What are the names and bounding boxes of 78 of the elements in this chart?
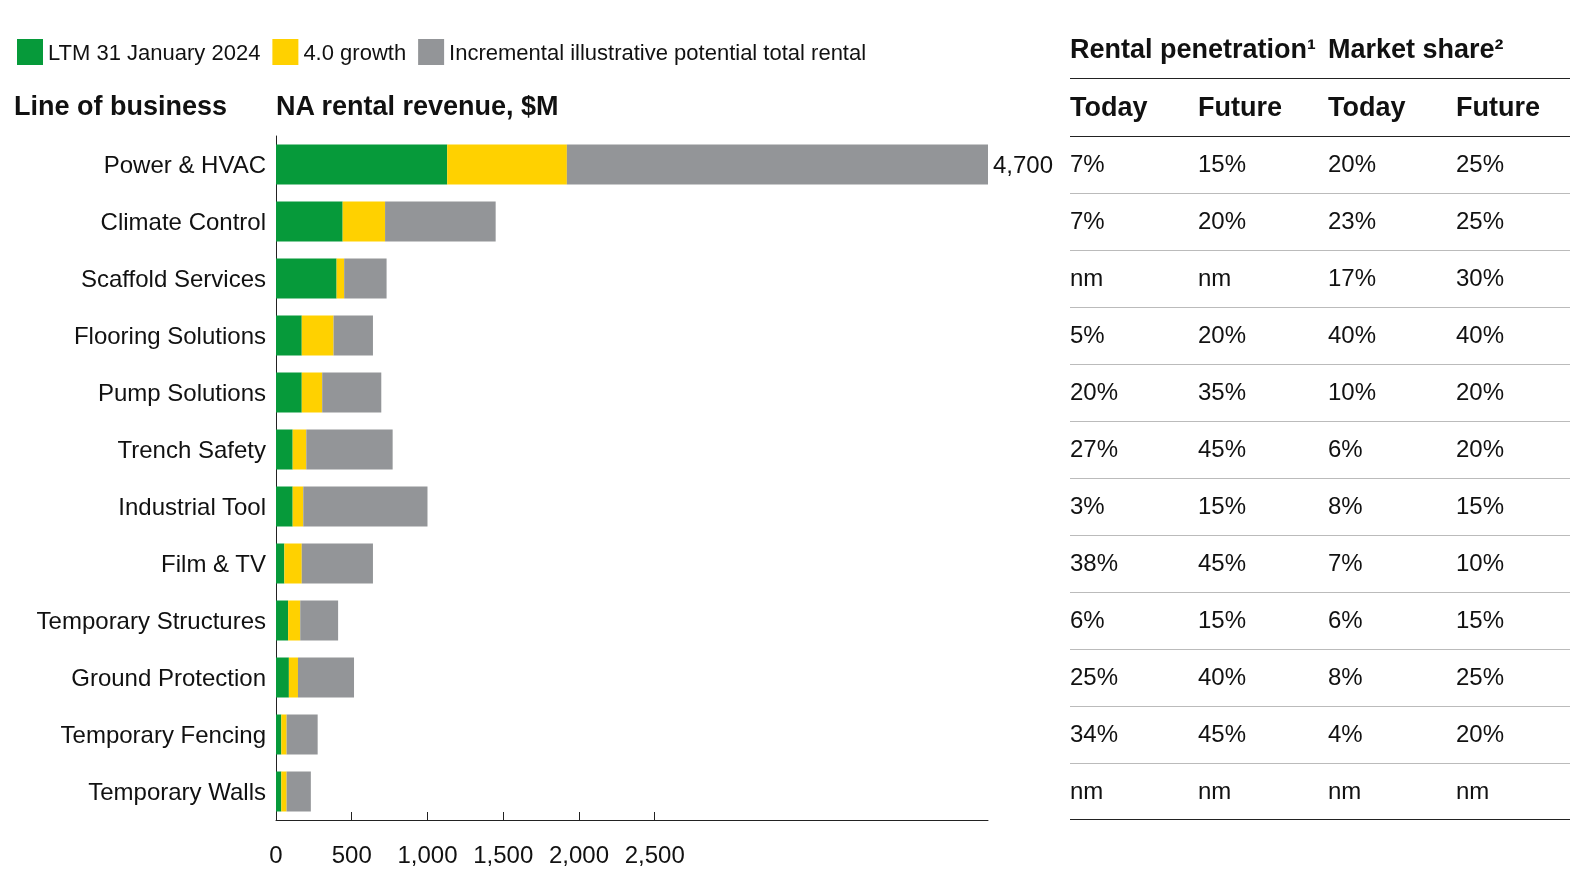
text: 15% [1456,606,1505,633]
text: 15% [1198,150,1247,177]
y-tick-label: Temporary Walls [88,778,266,805]
text: 20% [1198,321,1247,348]
text: 20% [1328,150,1377,177]
text: 20% [1198,207,1247,234]
y-tick-label: Ground Protection [71,664,266,691]
text: 20% [1456,378,1505,405]
text: 45% [1198,549,1247,576]
text: 40% [1198,663,1247,690]
legend-label: LTM 31 January 2024 [48,39,261,65]
text: 20% [1070,378,1119,405]
y-tick-label: Industrial Tool [118,493,266,520]
y-tick-label: Temporary Fencing [60,721,266,748]
y-tick-label: Film & TV [161,550,266,577]
y-tick-label: Climate Control [100,208,266,235]
x-tick-label: 500 [331,840,372,868]
text: 10% [1328,378,1377,405]
x-tick-label: 0 [269,840,283,868]
text: 25% [1456,207,1505,234]
text: 34% [1070,720,1119,747]
text: 6% [1328,435,1363,462]
text: 27% [1070,435,1119,462]
text: 7% [1070,150,1105,177]
text: nm [1456,777,1490,804]
text: nm [1328,777,1362,804]
text: nm [1198,264,1232,291]
y-tick-label: Power & HVAC [103,151,266,178]
text: 25% [1070,663,1119,690]
text: 20% [1456,720,1505,747]
category-label: Today [1070,92,1148,123]
legend-label: Incremental illustrative potential total rental [449,39,867,65]
category-label: Future [1198,92,1282,123]
text: 8% [1328,663,1363,690]
total-label: 4,700 [993,151,1054,178]
text: 45% [1198,720,1247,747]
text: 45% [1198,435,1247,462]
text: 23% [1328,207,1377,234]
text: 5% [1070,321,1105,348]
text: 3% [1070,492,1105,519]
text: 7% [1070,207,1105,234]
y-axis-title: Line of business [14,90,228,121]
text: Rental penetration¹ [1070,34,1317,65]
x-tick-label: 1,500 [473,840,534,868]
x-tick-label: 2,000 [548,840,610,868]
text: 35% [1198,378,1247,405]
text: nm [1198,777,1232,804]
y-tick-label: Trench Safety [117,436,266,463]
text: 15% [1198,606,1247,633]
y-tick-label: Pump Solutions [97,379,266,406]
category-label: Today [1328,92,1406,123]
text: 25% [1456,663,1505,690]
text: 30% [1456,264,1505,291]
legend-label: 4.0 growth [303,39,407,65]
text: 7% [1328,549,1363,576]
x-tick-label: 2,500 [624,840,685,868]
text: 4% [1328,720,1363,747]
text: 15% [1198,492,1247,519]
text: 40% [1456,321,1505,348]
x-tick-label: 1,000 [397,840,458,868]
text: 15% [1456,492,1505,519]
text: 20% [1456,435,1505,462]
text: 10% [1456,549,1505,576]
text: 25% [1456,150,1505,177]
y-tick-label: Temporary Structures [36,607,266,634]
text: nm [1070,264,1104,291]
text: Market share² [1328,34,1504,65]
text: nm [1070,777,1104,804]
y-tick-label: Flooring Solutions [73,322,266,349]
text: 8% [1328,492,1363,519]
text: 40% [1328,321,1377,348]
y-tick-label: Scaffold Services [81,265,266,292]
x-axis-title: NA rental revenue, $M [276,90,559,121]
text: 6% [1328,606,1363,633]
text: 6% [1070,606,1105,633]
text: 38% [1070,549,1119,576]
category-label: Future [1456,92,1540,123]
text: 17% [1328,264,1377,291]
